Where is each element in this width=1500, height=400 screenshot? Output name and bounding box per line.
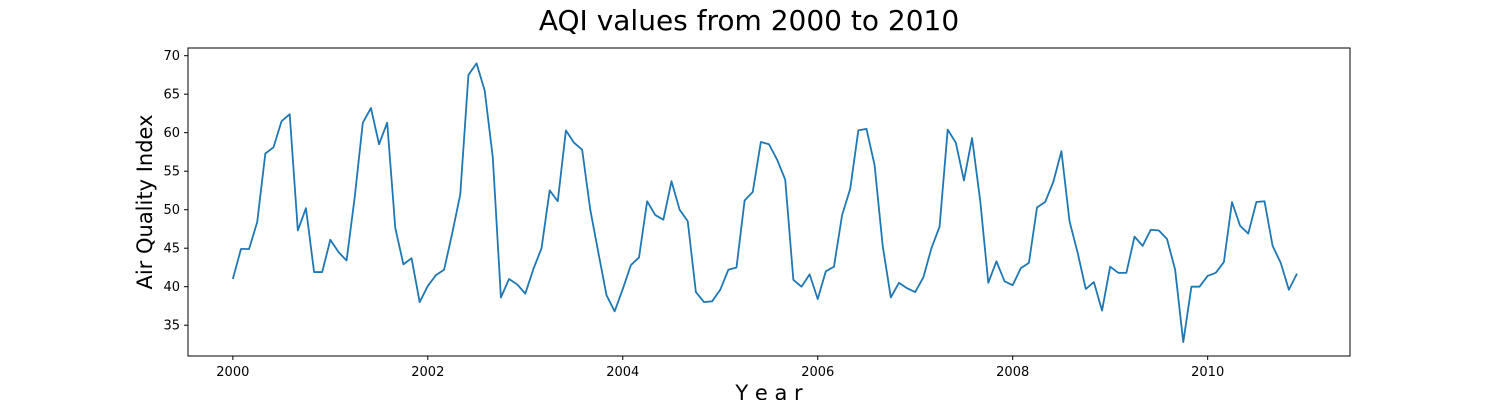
- x-tick-label: 2002: [411, 365, 444, 380]
- x-tick-label: 2008: [996, 365, 1029, 380]
- x-tick-label: 2004: [606, 365, 639, 380]
- y-tick-label: 50: [163, 203, 180, 218]
- y-tick-label: 45: [163, 242, 180, 257]
- y-tick-label: 35: [163, 319, 180, 334]
- y-tick-label: 65: [163, 88, 180, 103]
- aqi-series-line: [231, 62, 1298, 344]
- y-axis-ticks: 35 40 45 50 55 60 65 70: [163, 49, 188, 334]
- y-tick-label: 55: [163, 165, 180, 180]
- x-axis-ticks: 2000 2002 2004 2006 2008 2010: [216, 356, 1224, 380]
- y-axis-label: Air Quality Index: [133, 114, 157, 289]
- y-tick-label: 60: [163, 126, 180, 141]
- x-axis-label: Y e a r: [734, 381, 803, 400]
- x-tick-label: 2010: [1191, 365, 1224, 380]
- chart-title: AQI values from 2000 to 2010: [539, 4, 959, 37]
- y-tick-label: 70: [163, 49, 180, 64]
- x-tick-label: 2000: [216, 365, 249, 380]
- plot-area-frame: [187, 47, 1351, 357]
- y-tick-label: 40: [163, 280, 180, 295]
- x-tick-label: 2006: [801, 365, 834, 380]
